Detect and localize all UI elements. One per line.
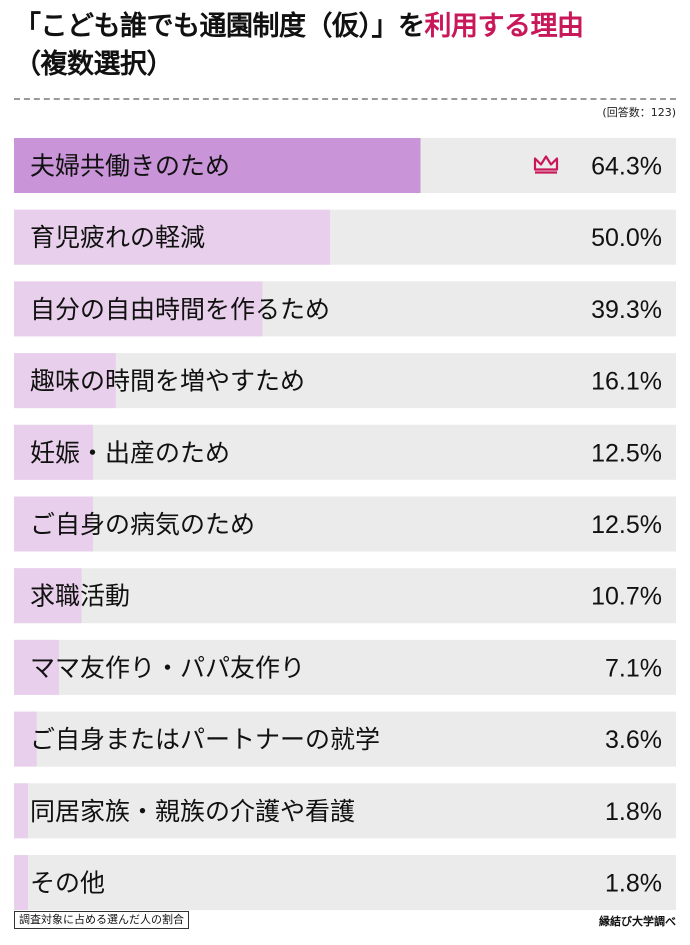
category-label: その他 — [30, 869, 105, 898]
category-label: 同居家族・親族の介護や看護 — [30, 797, 355, 826]
bar — [14, 138, 421, 193]
title-part1: 「こども誰でも通園制度（仮）」を — [14, 11, 425, 42]
value-label: 3.6% — [605, 726, 662, 754]
value-label: 12.5% — [591, 511, 662, 539]
bar-track — [14, 711, 676, 767]
category-label: 妊娠・出産のため — [30, 438, 230, 467]
value-label: 1.8% — [605, 798, 662, 826]
category-label: 自分の自由時間を作るため — [30, 295, 330, 324]
value-label: 12.5% — [591, 439, 662, 467]
category-label: 求職活動 — [30, 582, 130, 611]
value-label: 64.3% — [591, 153, 662, 181]
category-label: ご自身またはパートナーの就学 — [30, 725, 380, 754]
bar-track — [14, 496, 676, 552]
category-label: 趣味の時間を増やすため — [30, 367, 305, 396]
value-label: 50.0% — [591, 224, 662, 252]
title-divider — [14, 98, 676, 100]
bar — [14, 711, 37, 767]
chart-title: 「こども誰でも通園制度（仮）」を利用する理由 （複数選択） — [14, 8, 684, 84]
bar — [14, 281, 263, 337]
source-credit: 縁結び大学調べ — [599, 915, 676, 928]
value-label: 16.1% — [591, 368, 662, 396]
bar-track — [14, 639, 676, 695]
bar-track — [14, 855, 676, 910]
bar — [14, 855, 28, 910]
bar-track — [14, 353, 676, 409]
bar-track — [14, 424, 676, 480]
bar — [14, 639, 59, 695]
value-label: 39.3% — [591, 296, 662, 324]
category-label: ご自身の病気のため — [30, 510, 255, 539]
category-label: 夫婦共働きのため — [30, 152, 230, 181]
bar — [14, 496, 94, 552]
bar — [14, 424, 94, 480]
title-part2: 利用する理由 — [424, 11, 585, 42]
footnote: 調査対象に占める選んだ人の割合 — [14, 911, 189, 929]
value-label: 1.8% — [605, 870, 662, 898]
value-label: 10.7% — [591, 583, 662, 611]
category-label: 育児疲れの軽減 — [30, 223, 205, 252]
title-line2: （複数選択） — [14, 49, 174, 80]
bar — [14, 353, 116, 409]
bar-track — [14, 568, 676, 624]
bar — [14, 783, 28, 839]
bar-track — [14, 783, 676, 839]
value-label: 7.1% — [605, 654, 662, 682]
category-label: ママ友作り・パパ友作り — [30, 653, 305, 682]
respondent-count: (回答数：123) — [602, 106, 676, 119]
bar — [14, 209, 331, 265]
bar — [14, 568, 82, 624]
crown-icon — [533, 155, 559, 174]
